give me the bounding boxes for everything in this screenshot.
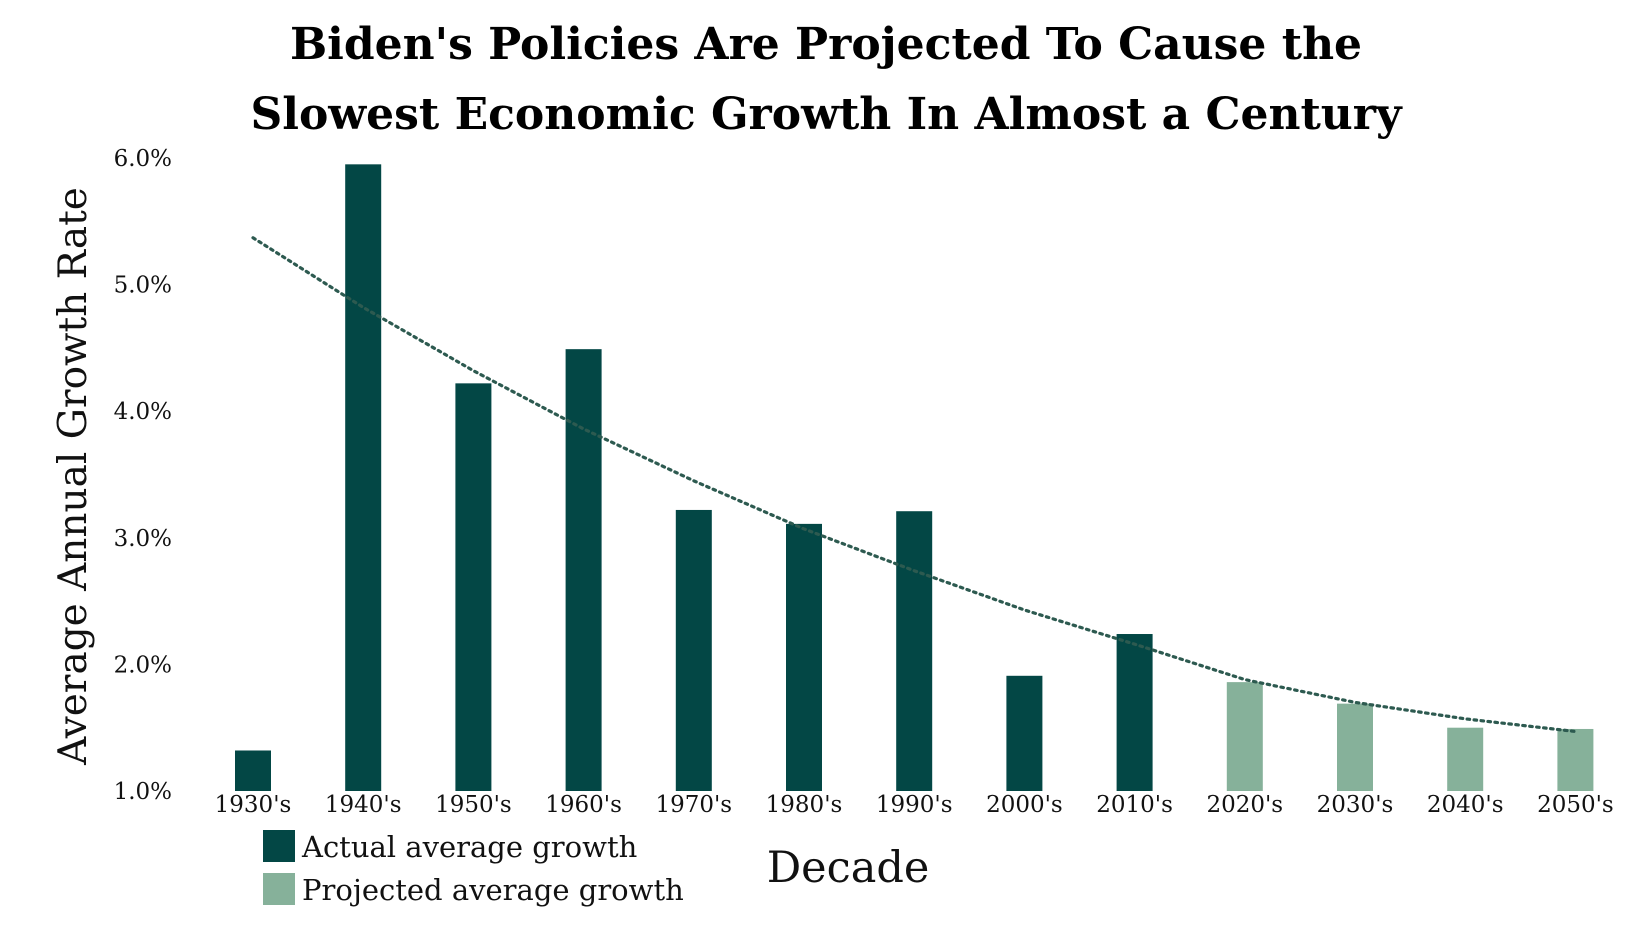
y-tick-label: 5.0% xyxy=(114,273,172,299)
bar-projected xyxy=(1557,728,1594,791)
x-tick-label: 2020's xyxy=(1206,792,1283,818)
legend-label-projected: Projected average growth xyxy=(302,873,684,907)
y-tick-label: 6.0% xyxy=(114,146,172,172)
x-tick-label: 1990's xyxy=(876,792,953,818)
chart-title-line-2: Slowest Economic Growth In Almost a Cent… xyxy=(250,89,1402,140)
bar-actual xyxy=(565,349,602,791)
bars xyxy=(235,164,1594,791)
bar-actual xyxy=(786,523,822,791)
y-tick-label: 2.0% xyxy=(114,652,172,678)
y-tick-label: 1.0% xyxy=(114,779,172,805)
x-tick-label: 1970's xyxy=(655,792,732,818)
x-tick-label: 2000's xyxy=(986,792,1063,818)
bar-actual xyxy=(1006,675,1043,791)
x-tick-label: 1930's xyxy=(215,792,292,818)
x-tick-label: 1940's xyxy=(325,792,402,818)
x-tick-label: 1960's xyxy=(545,792,622,818)
trendline xyxy=(251,236,1578,734)
chart-title-line-1: Biden's Policies Are Projected To Cause … xyxy=(289,19,1363,70)
y-axis-ticks: 1.0% 2.0% 3.0% 4.0% 5.0% 6.0% xyxy=(114,146,172,805)
y-axis-title: Average Annual Growth Rate xyxy=(51,187,96,766)
bar-projected xyxy=(1226,682,1263,791)
bar-actual xyxy=(455,383,492,791)
legend-swatch-actual xyxy=(263,830,295,862)
x-axis-ticks: 1930's 1940's 1950's 1960's 1970's 1980's 1990… xyxy=(215,792,1614,818)
chart-title: Biden's Policies Are Projected To Cause … xyxy=(0,10,1652,150)
x-tick-label: 1950's xyxy=(435,792,512,818)
bar-actual xyxy=(896,511,933,791)
y-tick-label: 3.0% xyxy=(114,526,172,552)
x-tick-label: 2010's xyxy=(1096,792,1173,818)
legend-swatch-projected xyxy=(263,873,295,905)
bar-actual xyxy=(235,750,271,791)
x-tick-label: 1980's xyxy=(766,792,843,818)
bar-projected xyxy=(1447,727,1484,791)
legend-label-actual: Actual average growth xyxy=(301,830,637,864)
legend: Actual average growth Projected average … xyxy=(263,830,684,907)
x-tick-label: 2030's xyxy=(1317,792,1394,818)
y-tick-label: 4.0% xyxy=(114,399,172,425)
trendline-group xyxy=(251,236,1578,734)
x-tick-label: 2040's xyxy=(1427,792,1504,818)
bar-projected xyxy=(1337,703,1373,791)
bar-actual xyxy=(345,164,382,791)
x-tick-label: 2050's xyxy=(1537,792,1614,818)
bar-actual xyxy=(675,509,712,791)
bar-actual xyxy=(1116,634,1153,791)
x-axis-title: Decade xyxy=(767,843,930,893)
